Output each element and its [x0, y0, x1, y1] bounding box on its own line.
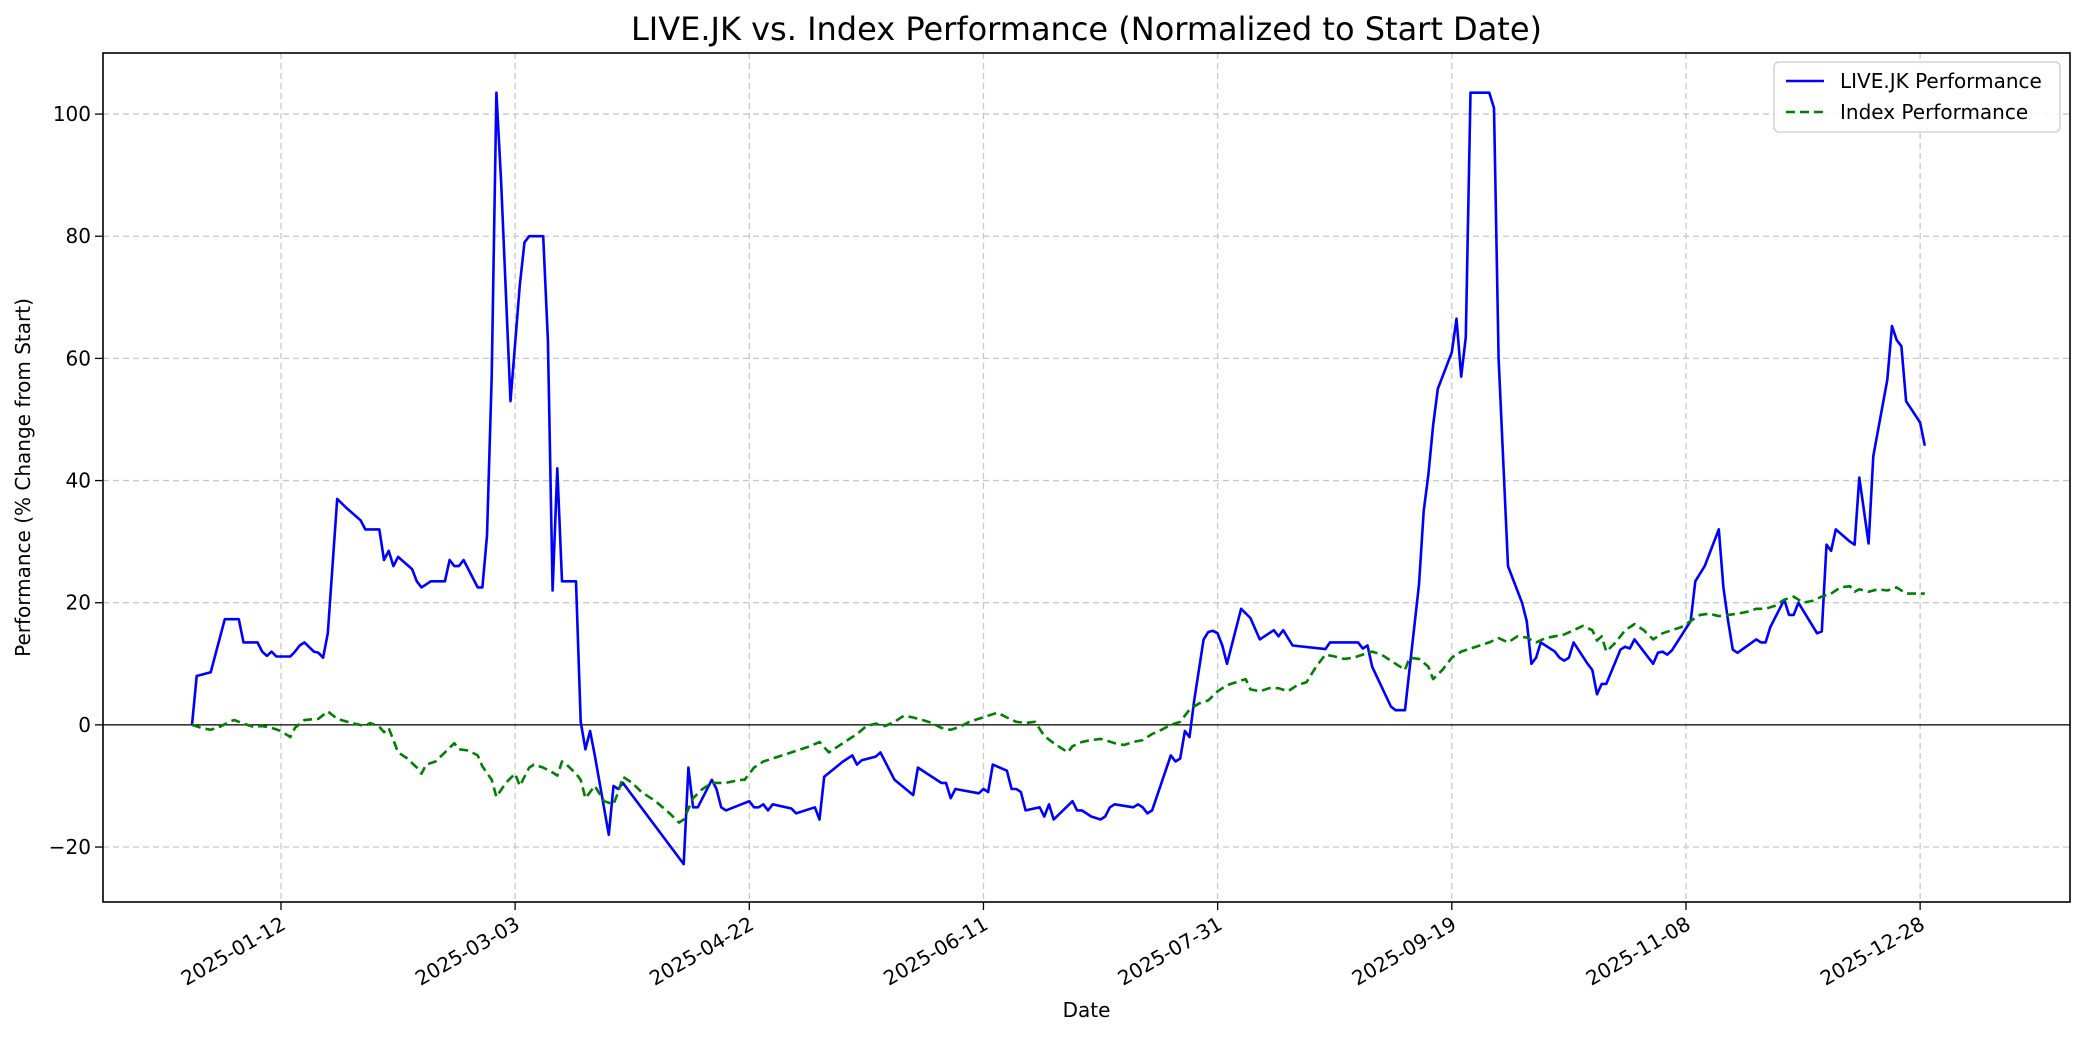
legend: LIVE.JK Performance Index Performance: [1773, 61, 2061, 133]
x-axis-label: Date: [1063, 998, 1111, 1022]
x-tick-label: 2025-11-08: [1582, 912, 1695, 991]
x-tick-label: 2025-07-31: [1113, 912, 1226, 991]
y-tick-label: 40: [66, 469, 91, 493]
legend-label-index: Index Performance: [1840, 100, 2028, 124]
tick-layer: 2025-01-12 2025-03-03 2025-04-22 2025-06-11…: [49, 102, 1929, 990]
series-layer: [190, 91, 1927, 866]
y-axis-label: Performance (% Change from Start): [11, 298, 35, 657]
y-tick-label: 100: [53, 102, 91, 126]
x-tick-label: 2025-12-28: [1816, 912, 1929, 991]
legend-box: [1773, 61, 2061, 133]
grid-layer: [103, 53, 2070, 902]
x-tick-label: 2025-04-22: [645, 912, 758, 991]
x-tick-label: 2025-09-19: [1348, 912, 1461, 991]
plot-frame: [102, 52, 2071, 903]
y-tick-label: 20: [66, 591, 91, 615]
x-tick-label: 2025-03-03: [411, 912, 524, 991]
live-jk-series-line: [190, 91, 1927, 866]
x-tick-label: 2025-06-11: [879, 912, 992, 991]
y-tick-label: 60: [66, 346, 91, 370]
legend-label-live-jk: LIVE.JK Performance: [1840, 69, 2042, 93]
index-series-line: [191, 584, 1925, 824]
y-tick-label: −20: [49, 835, 91, 859]
chart-title: LIVE.JK vs. Index Performance (Normalize…: [631, 10, 1542, 48]
y-tick-label: 0: [78, 713, 91, 737]
x-tick-label: 2025-01-12: [177, 912, 290, 991]
y-tick-label: 80: [66, 224, 91, 248]
